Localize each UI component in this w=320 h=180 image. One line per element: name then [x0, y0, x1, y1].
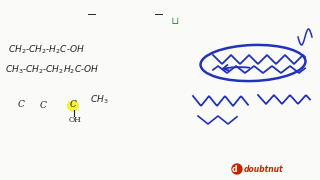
Text: $CH_3$-$CH_2$-$CH_2H_2C$-$OH$: $CH_3$-$CH_2$-$CH_2H_2C$-$OH$: [5, 63, 99, 75]
Text: $CH_2$-$CH_2$-$H_2C$-$OH$: $CH_2$-$CH_2$-$H_2C$-$OH$: [8, 43, 85, 55]
Text: C: C: [18, 100, 25, 109]
Ellipse shape: [68, 101, 78, 111]
Text: └┘: └┘: [170, 19, 182, 29]
Text: OH: OH: [69, 116, 82, 124]
Text: d: d: [232, 165, 237, 174]
Text: C: C: [40, 101, 47, 110]
Text: $CH_3$: $CH_3$: [90, 94, 108, 107]
Text: C: C: [70, 100, 77, 109]
Circle shape: [232, 164, 242, 174]
Text: doubtnut: doubtnut: [244, 165, 284, 174]
